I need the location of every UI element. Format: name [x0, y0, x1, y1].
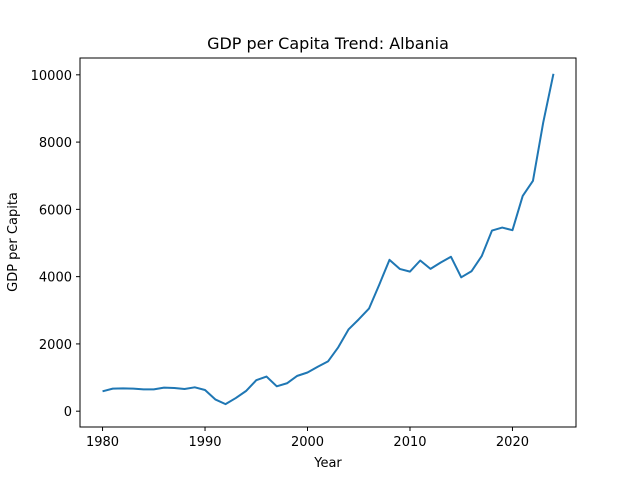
x-tick-label: 1980 [86, 435, 119, 450]
plot-area [102, 73, 555, 406]
y-tick-label: 2000 [39, 338, 72, 353]
x-tick-label: 1990 [188, 435, 221, 450]
y-axis: 0 2000 4000 6000 8000 10000 [31, 69, 80, 420]
y-tick-label: 0 [64, 405, 72, 420]
y-axis-label: GDP per Capita [6, 192, 21, 292]
series-line [102, 73, 555, 406]
y-tick-label: 4000 [39, 271, 72, 286]
x-axis-label: Year [313, 456, 342, 471]
y-tick-label: 8000 [39, 136, 72, 151]
x-tick-label: 2000 [291, 435, 324, 450]
y-tick-label: 10000 [31, 69, 72, 84]
chart-title: GDP per Capita Trend: Albania [207, 34, 449, 53]
plot-frame [79, 57, 577, 428]
x-axis: 1980 1990 2000 2010 2020 [86, 427, 529, 450]
x-tick-label: 2010 [393, 435, 426, 450]
x-tick-label: 2020 [496, 435, 529, 450]
y-tick-label: 6000 [39, 203, 72, 218]
